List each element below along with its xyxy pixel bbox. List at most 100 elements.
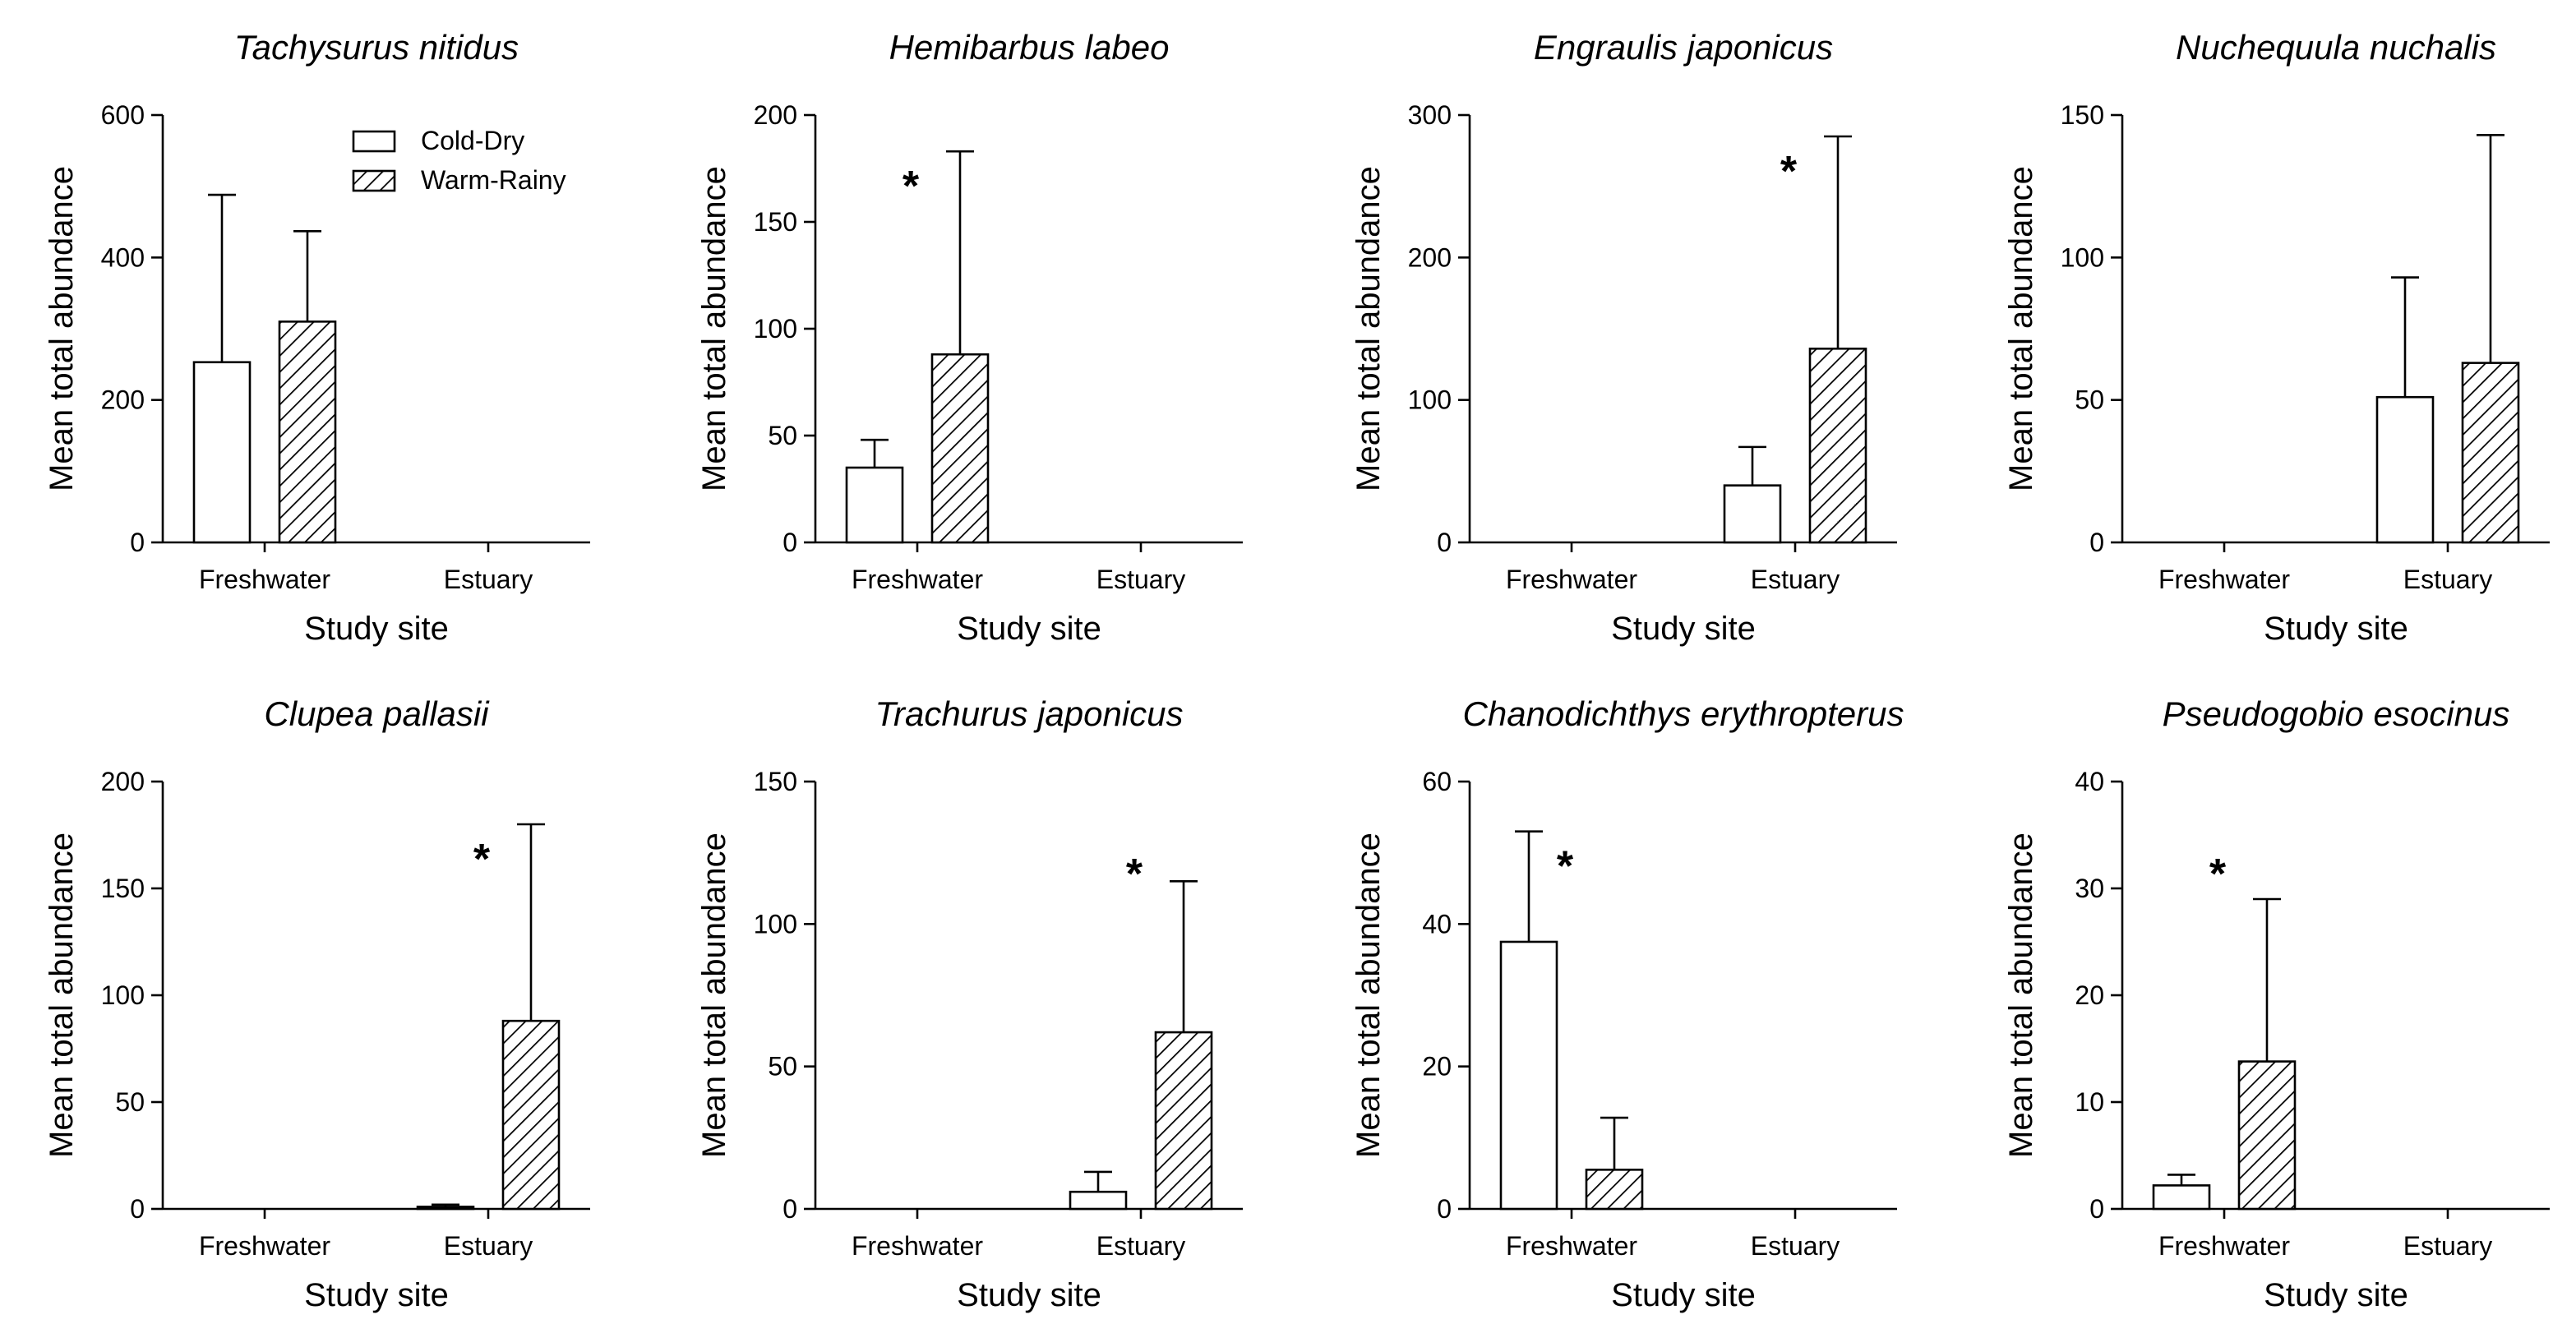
y-tick-label: 200 xyxy=(101,767,145,796)
y-tick-label: 0 xyxy=(1437,1194,1452,1224)
y-tick-label: 50 xyxy=(115,1087,145,1117)
bar-warm-rainy-estuary xyxy=(1808,347,1867,544)
panel-4: Nuchequula nuchalis 0 50 100 150 Freshwater Es… xyxy=(2003,28,2550,647)
y-tick-label: 0 xyxy=(782,1194,797,1224)
significance-marker: * xyxy=(903,163,920,210)
x-tick-label: Freshwater xyxy=(199,1231,330,1261)
y-tick-label: 150 xyxy=(101,874,145,903)
bar-cold-dry-estuary xyxy=(1069,1190,1128,1211)
panel-6: Trachurus japonicus 0 50 100 150 Freshwater Es… xyxy=(696,694,1243,1313)
x-tick-label: Estuary xyxy=(444,565,533,594)
y-tick-label: 20 xyxy=(2075,980,2104,1010)
y-axis-label: Mean total abundance xyxy=(1350,166,1387,491)
y-tick-label: 150 xyxy=(2061,100,2104,130)
y-tick-label: 600 xyxy=(101,100,145,130)
y-tick-label: 150 xyxy=(754,767,797,796)
x-tick-label: Estuary xyxy=(1751,1231,1840,1261)
bar-cold-dry-freshwater xyxy=(2152,1184,2211,1211)
x-tick-label: Estuary xyxy=(444,1231,533,1261)
x-tick-label: Freshwater xyxy=(852,1231,983,1261)
legend-label: Cold-Dry xyxy=(421,126,524,155)
legend-swatch-cold-dry xyxy=(352,130,396,153)
significance-marker: * xyxy=(2209,851,2227,898)
y-tick-label: 200 xyxy=(101,385,145,415)
bar-warm-rainy-freshwater xyxy=(1585,1169,1644,1211)
panel-title: Nuchequula nuchalis xyxy=(2176,28,2496,67)
x-axis-label: Study site xyxy=(957,611,1101,647)
panel-title: Pseudogobio esocinus xyxy=(2163,694,2510,733)
bar-warm-rainy-freshwater xyxy=(278,321,337,544)
y-tick-label: 0 xyxy=(130,1194,145,1224)
y-tick-label: 10 xyxy=(2075,1087,2104,1117)
bar-warm-rainy-estuary xyxy=(1154,1031,1213,1211)
legend-swatch-warm-rainy xyxy=(352,169,396,192)
y-axis-label: Mean total abundance xyxy=(2003,166,2039,491)
panel-2: Hemibarbus labeo 0 50 100 150 200 Freshwater Es… xyxy=(696,28,1243,647)
x-tick-label: Freshwater xyxy=(2158,565,2290,594)
x-tick-label: Estuary xyxy=(2403,1231,2492,1261)
bar-cold-dry-freshwater xyxy=(1499,940,1558,1211)
y-tick-label: 0 xyxy=(2089,528,2104,557)
y-tick-label: 0 xyxy=(2089,1194,2104,1224)
y-tick-label: 200 xyxy=(754,100,797,130)
bar-cold-dry-estuary xyxy=(1723,484,1782,544)
y-tick-label: 30 xyxy=(2075,874,2104,903)
bar-cold-dry-freshwater xyxy=(845,466,904,544)
x-axis-label: Study site xyxy=(2264,611,2408,647)
y-axis-label: Mean total abundance xyxy=(44,166,80,491)
y-axis-label: Mean total abundance xyxy=(44,833,80,1158)
significance-marker: * xyxy=(1557,843,1574,891)
y-tick-label: 0 xyxy=(782,528,797,557)
x-axis-label: Study site xyxy=(304,1277,449,1313)
x-axis-label: Study site xyxy=(1611,1277,1756,1313)
y-tick-label: 100 xyxy=(754,909,797,939)
panel-title: Engraulis japonicus xyxy=(1534,28,1833,67)
x-axis-label: Study site xyxy=(957,1277,1101,1313)
bar-warm-rainy-estuary xyxy=(2461,362,2520,544)
significance-marker: * xyxy=(1780,148,1798,196)
x-axis-label: Study site xyxy=(304,611,449,647)
panel-title: Trachurus japonicus xyxy=(875,694,1183,733)
y-tick-label: 100 xyxy=(754,314,797,344)
x-tick-label: Freshwater xyxy=(1506,1231,1637,1261)
y-tick-label: 50 xyxy=(2075,385,2104,415)
panel-1: Tachysurus nitidus 0 200 400 600 Freshwater Es… xyxy=(44,28,590,647)
x-tick-label: Estuary xyxy=(1096,565,1185,594)
x-tick-label: Estuary xyxy=(1096,1231,1185,1261)
y-tick-label: 150 xyxy=(754,207,797,237)
panel-3: Engraulis japonicus 0 100 200 300 Freshwater E… xyxy=(1350,28,1897,647)
x-axis-label: Study site xyxy=(2264,1277,2408,1313)
significance-marker: * xyxy=(1126,851,1143,898)
legend-label: Warm-Rainy xyxy=(421,165,566,195)
y-axis-label: Mean total abundance xyxy=(1350,833,1387,1158)
x-tick-label: Estuary xyxy=(2403,565,2492,594)
y-tick-label: 300 xyxy=(1408,100,1452,130)
bar-cold-dry-freshwater xyxy=(192,361,252,544)
bar-warm-rainy-freshwater xyxy=(930,353,990,544)
y-tick-label: 200 xyxy=(1408,242,1452,272)
panel-title: Clupea pallasii xyxy=(264,694,490,733)
x-tick-label: Freshwater xyxy=(2158,1231,2290,1261)
legend: Cold-Dry Warm-Rainy xyxy=(352,126,566,195)
panel-5: Clupea pallasii 0 50 100 150 200 Freshwater Est… xyxy=(44,694,590,1313)
panel-7: Chanodichthys erythropterus 0 20 40 60 Freshw… xyxy=(1350,694,1904,1313)
panel-title: Tachysurus nitidus xyxy=(234,28,519,67)
panel-8: Pseudogobio esocinus 0 10 20 30 40 Freshwater E… xyxy=(2003,694,2550,1313)
significance-marker: * xyxy=(473,836,491,883)
x-tick-label: Freshwater xyxy=(1506,565,1637,594)
y-tick-label: 100 xyxy=(2061,242,2104,272)
panel-title: Hemibarbus labeo xyxy=(889,28,1170,67)
y-axis-label: Mean total abundance xyxy=(696,166,732,491)
bar-warm-rainy-freshwater xyxy=(2237,1060,2297,1211)
y-axis-label: Mean total abundance xyxy=(2003,833,2039,1158)
y-tick-label: 100 xyxy=(101,980,145,1010)
y-tick-label: 40 xyxy=(1422,909,1452,939)
bar-warm-rainy-estuary xyxy=(501,1019,561,1211)
x-tick-label: Estuary xyxy=(1751,565,1840,594)
x-axis-label: Study site xyxy=(1611,611,1756,647)
x-tick-label: Freshwater xyxy=(852,565,983,594)
bar-cold-dry-estuary xyxy=(416,1206,475,1211)
y-axis-label: Mean total abundance xyxy=(696,833,732,1158)
y-tick-label: 100 xyxy=(1408,385,1452,415)
